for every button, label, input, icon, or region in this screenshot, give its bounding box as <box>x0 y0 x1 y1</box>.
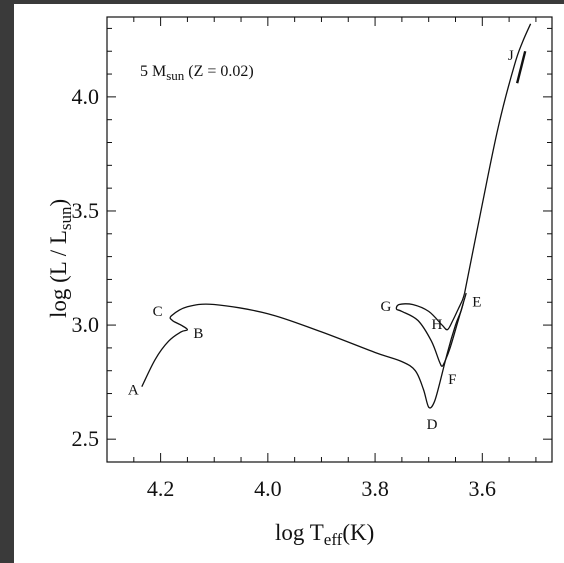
plot-frame <box>106 16 553 463</box>
y-tick-label: 3.5 <box>72 198 100 223</box>
y-tick-label: 4.0 <box>72 84 100 109</box>
track-thick-segment <box>515 50 527 84</box>
y-tick-label: 2.5 <box>72 426 100 451</box>
point-label-a: A <box>128 383 139 399</box>
evolution-track <box>141 23 532 409</box>
point-label-d: D <box>427 417 438 433</box>
x-axis-title: log Teff(K) <box>275 520 374 549</box>
track-segment-2 <box>395 292 466 367</box>
y-tick-label: 3.0 <box>72 312 100 337</box>
point-label-e: E <box>472 294 481 310</box>
point-label-j: J <box>508 48 514 64</box>
mass-annotation: 5 Msun (Z = 0.02) <box>140 63 254 83</box>
x-tick-label: 3.8 <box>361 476 389 501</box>
track-segment-1 <box>141 292 467 409</box>
point-label-f: F <box>448 372 456 388</box>
point-label-b: B <box>193 326 203 342</box>
point-label-h: H <box>431 317 442 333</box>
x-tick-label: 4.0 <box>254 476 282 501</box>
point-label-g: G <box>381 299 392 315</box>
x-tick-label: 3.6 <box>469 476 497 501</box>
point-label-c: C <box>153 304 163 320</box>
x-tick-label: 4.2 <box>147 476 175 501</box>
track-segment-3 <box>463 23 532 294</box>
y-axis-title: log (L / Lsun) <box>46 199 75 318</box>
point-labels: A B C D E F G H J <box>128 48 514 433</box>
axes: 4.2 4.0 3.8 3.6 2.5 3.0 3.5 4.0 <box>72 16 553 501</box>
